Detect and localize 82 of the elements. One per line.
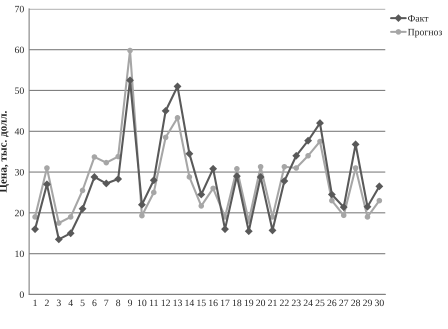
x-tick-label: 29 bbox=[363, 300, 372, 306]
point bbox=[376, 198, 382, 204]
x-tick-label: 16 bbox=[209, 300, 218, 306]
x-tick-label: 12 bbox=[162, 300, 170, 306]
point bbox=[104, 160, 110, 166]
x-tick-label: 17 bbox=[221, 300, 230, 306]
point bbox=[280, 177, 288, 185]
point bbox=[293, 165, 300, 171]
x-tick-label: 11 bbox=[150, 300, 158, 306]
point bbox=[305, 152, 311, 159]
x-tick-label: 20 bbox=[256, 300, 266, 306]
x-tick-label: 13 bbox=[174, 300, 182, 306]
point bbox=[92, 154, 98, 160]
y-tick-label: 0 bbox=[20, 291, 24, 298]
point bbox=[258, 164, 264, 170]
point bbox=[329, 198, 335, 204]
x-tick-label: 1 bbox=[33, 300, 37, 306]
point bbox=[151, 190, 157, 196]
y-tick-label: 50 bbox=[15, 87, 24, 94]
x-tick-label: 3 bbox=[56, 300, 61, 306]
point bbox=[31, 225, 39, 234]
x-tick-label: 28 bbox=[351, 300, 360, 306]
y-tick-label: 70 bbox=[15, 6, 24, 12]
x-tick-label: 4 bbox=[68, 300, 73, 306]
point bbox=[127, 48, 133, 54]
y-tick-label: 60 bbox=[14, 46, 24, 54]
point bbox=[150, 176, 158, 184]
point bbox=[185, 150, 194, 158]
x-tick-label: 25 bbox=[316, 300, 324, 306]
point bbox=[375, 182, 384, 190]
y-tick-label: 20 bbox=[14, 210, 24, 216]
x-tick-label: 8 bbox=[116, 300, 120, 306]
point bbox=[197, 190, 206, 198]
y-tick-label: 10 bbox=[15, 250, 24, 258]
x-tick-label: 6 bbox=[92, 300, 97, 306]
point bbox=[292, 152, 300, 160]
point bbox=[54, 235, 63, 244]
legend-label: Факт bbox=[408, 15, 428, 22]
x-tick-label: 7 bbox=[104, 300, 108, 306]
x-tick-label: 19 bbox=[244, 300, 254, 306]
x-tick-label: 22 bbox=[280, 300, 289, 306]
point bbox=[352, 165, 358, 171]
point bbox=[364, 214, 370, 220]
x-tick-label: 9 bbox=[128, 300, 132, 306]
point bbox=[80, 188, 86, 194]
point bbox=[340, 212, 347, 218]
x-tick-label: 10 bbox=[138, 300, 146, 306]
point bbox=[114, 175, 122, 183]
point bbox=[162, 106, 170, 115]
point bbox=[364, 202, 372, 211]
point bbox=[340, 203, 348, 212]
point bbox=[56, 220, 62, 226]
point bbox=[186, 174, 192, 180]
x-tick-label: 23 bbox=[292, 300, 301, 306]
point bbox=[90, 173, 98, 181]
legend-label: Прогноз bbox=[408, 28, 442, 38]
point bbox=[174, 115, 180, 121]
y-tick-label: 30 bbox=[15, 168, 24, 176]
point bbox=[316, 119, 324, 128]
point bbox=[78, 204, 86, 213]
point bbox=[304, 136, 312, 145]
x-tick-label: 2 bbox=[44, 300, 49, 306]
point bbox=[282, 164, 288, 170]
point bbox=[162, 134, 168, 140]
point bbox=[210, 186, 216, 192]
x-tick-label: 5 bbox=[80, 300, 85, 306]
x-tick-label: 27 bbox=[339, 300, 348, 306]
x-tick-label: 26 bbox=[327, 300, 336, 306]
point bbox=[68, 214, 74, 220]
x-tick-label: 24 bbox=[304, 300, 313, 306]
point bbox=[66, 229, 75, 238]
point bbox=[234, 166, 240, 172]
x-tick-label: 15 bbox=[197, 300, 206, 306]
point bbox=[102, 180, 110, 188]
point bbox=[198, 203, 204, 209]
x-tick-label: 30 bbox=[374, 300, 384, 306]
x-tick-label: 14 bbox=[185, 300, 194, 306]
point bbox=[328, 190, 336, 198]
point bbox=[44, 165, 50, 171]
y-tick-label: 40 bbox=[14, 128, 24, 135]
x-tick-label: 18 bbox=[232, 300, 242, 306]
x-tick-label: 21 bbox=[268, 300, 277, 306]
